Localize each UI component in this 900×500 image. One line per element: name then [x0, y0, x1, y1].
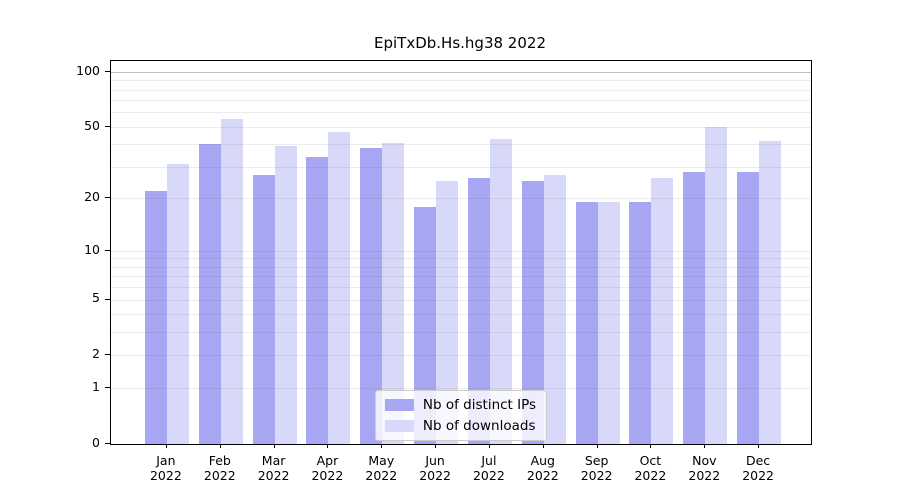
- bar-distinct-ips-mar: [252, 175, 275, 444]
- x-tick-mark: [219, 444, 221, 448]
- bar-distinct-ips-sep: [575, 202, 598, 444]
- bar-downloads-sep: [597, 202, 620, 444]
- y-tick-mark: [105, 197, 110, 199]
- legend-label: Nb of distinct IPs: [422, 397, 537, 413]
- bar-downloads-nov: [705, 126, 728, 444]
- bar-distinct-ips-nov: [683, 172, 706, 444]
- y-tick-mark: [105, 298, 110, 300]
- y-tick-label-5: 5: [92, 290, 100, 306]
- bar-distinct-ips-may: [360, 148, 383, 444]
- chart-title: EpiTxDb.Hs.hg38 2022: [374, 34, 546, 52]
- legend-row: Nb of distinct IPs: [384, 397, 537, 413]
- legend-row: Nb of downloads: [384, 418, 536, 434]
- x-tick-mark: [542, 444, 544, 448]
- bar-downloads-feb: [220, 119, 243, 444]
- bar-distinct-ips-aug: [521, 181, 544, 444]
- y-tick-label-50: 50: [84, 117, 100, 133]
- bar-downloads-jun: [436, 181, 459, 444]
- bar-distinct-ips-jul: [467, 178, 490, 444]
- bar-downloads-jul: [489, 138, 512, 444]
- x-tick-label-may: May 2022: [365, 453, 398, 483]
- x-tick-mark: [758, 444, 760, 448]
- x-tick-mark: [435, 444, 437, 448]
- bar-distinct-ips-jun: [414, 206, 437, 444]
- legend-swatch-downloads: [384, 420, 414, 432]
- x-tick-label-nov: Nov 2022: [688, 453, 721, 483]
- x-tick-mark: [165, 444, 167, 448]
- bar-downloads-aug: [543, 175, 566, 444]
- y-tick-mark: [105, 125, 110, 127]
- legend-label: Nb of downloads: [422, 418, 536, 434]
- x-tick-label-aug: Aug 2022: [526, 453, 559, 483]
- x-tick-label-sep: Sep 2022: [580, 453, 613, 483]
- x-tick-label-jul: Jul 2022: [472, 453, 505, 483]
- x-tick-label-apr: Apr 2022: [311, 453, 344, 483]
- bar-distinct-ips-dec: [737, 172, 760, 444]
- x-tick-label-feb: Feb 2022: [203, 453, 236, 483]
- bar-downloads-dec: [759, 140, 782, 444]
- gridline-90: [111, 80, 811, 82]
- y-tick-label-0: 0: [92, 435, 100, 450]
- bar-downloads-jan: [166, 164, 189, 444]
- y-tick-label-2: 2: [92, 346, 100, 362]
- bar-downloads-may: [382, 142, 405, 444]
- gridline-60: [111, 112, 811, 114]
- y-tick-mark: [105, 354, 110, 356]
- y-tick-label-1: 1: [92, 379, 100, 395]
- legend-swatch-distinct-ips: [384, 399, 414, 411]
- bar-downloads-oct: [651, 178, 674, 444]
- bar-distinct-ips-feb: [198, 144, 221, 444]
- x-tick-mark: [273, 444, 275, 448]
- gridline-80: [111, 89, 811, 91]
- y-tick-mark: [105, 249, 110, 251]
- bar-distinct-ips-jan: [144, 191, 167, 444]
- legend: Nb of distinct IPs Nb of downloads: [374, 390, 548, 441]
- x-tick-mark: [596, 444, 598, 448]
- y-tick-label-20: 20: [84, 189, 100, 205]
- y-tick-mark: [105, 387, 110, 389]
- x-tick-mark: [327, 444, 329, 448]
- y-tick-label-10: 10: [84, 241, 100, 257]
- gridline-100: [111, 71, 811, 73]
- gridline-70: [111, 100, 811, 102]
- bar-distinct-ips-oct: [629, 202, 652, 444]
- bar-downloads-apr: [328, 131, 351, 444]
- x-tick-label-mar: Mar 2022: [257, 453, 290, 483]
- x-tick-mark: [381, 444, 383, 448]
- bar-distinct-ips-apr: [306, 157, 329, 444]
- x-tick-label-dec: Dec 2022: [742, 453, 774, 483]
- x-tick-mark: [488, 444, 490, 448]
- bar-downloads-mar: [274, 146, 297, 444]
- plot-area: Nb of distinct IPs Nb of downloads: [110, 60, 812, 445]
- x-tick-label-jan: Jan 2022: [149, 453, 182, 483]
- y-tick-mark: [105, 443, 110, 444]
- y-tick-label-100: 100: [76, 62, 100, 78]
- x-tick-label-jun: Jun 2022: [419, 453, 451, 483]
- x-tick-label-oct: Oct 2022: [634, 453, 667, 483]
- x-tick-mark: [704, 444, 706, 448]
- y-tick-mark: [105, 70, 110, 72]
- x-tick-mark: [650, 444, 652, 448]
